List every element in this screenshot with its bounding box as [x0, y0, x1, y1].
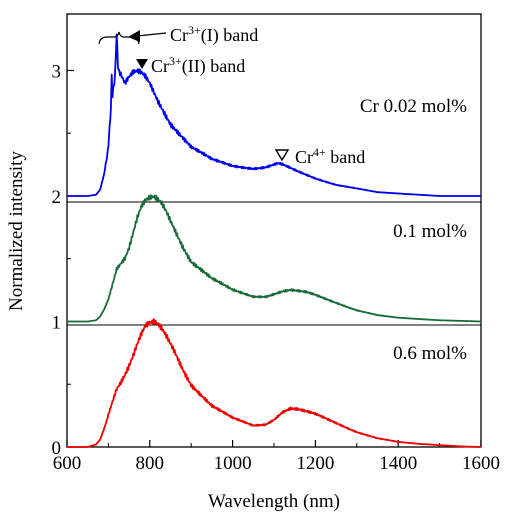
y-tick-label-3: 3 [52, 61, 62, 82]
axis-ticks [66, 69, 482, 448]
series-line-2 [66, 318, 482, 448]
annotation-cr3-band-2: Cr3+(II) band [151, 54, 245, 77]
open-triangle-marker [274, 149, 290, 162]
x-tick-label-1000: 1000 [214, 453, 252, 474]
cr3-band-arrow-head [128, 30, 140, 42]
filled-triangle-marker [136, 59, 148, 69]
curve-label-0: Cr 0.02 mol% [360, 96, 467, 117]
cr3-band-arrow-shaft [136, 32, 167, 37]
y-tick-label-1: 1 [52, 312, 62, 333]
y-axis-title: Normalized intensity [6, 151, 27, 311]
x-tick-label-800: 800 [136, 453, 165, 474]
curve-label-1: 0.1 mol% [393, 221, 467, 242]
x-axis-title: Wavelength (nm) [208, 491, 340, 512]
curve-label-2: 0.6 mol% [393, 343, 467, 364]
series-line-1 [66, 194, 482, 323]
x-tick-label-1400: 1400 [379, 453, 417, 474]
x-tick-label-1200: 1200 [296, 453, 334, 474]
annotation-cr4-band: Cr4+ band [295, 145, 365, 167]
y-tick-label-2: 2 [52, 187, 62, 208]
axis-tick-labels: 600 800 1000 1200 1400 1600 0 1 2 3 [52, 61, 501, 474]
annotation-cr3-band-1: Cr3+(I) band [170, 23, 258, 46]
series-line-0 [66, 33, 482, 197]
x-tick-label-1600: 1600 [462, 453, 500, 474]
x-tick-label-600: 600 [53, 453, 82, 474]
y-tick-label-0: 0 [52, 438, 62, 459]
series-group [66, 33, 482, 448]
